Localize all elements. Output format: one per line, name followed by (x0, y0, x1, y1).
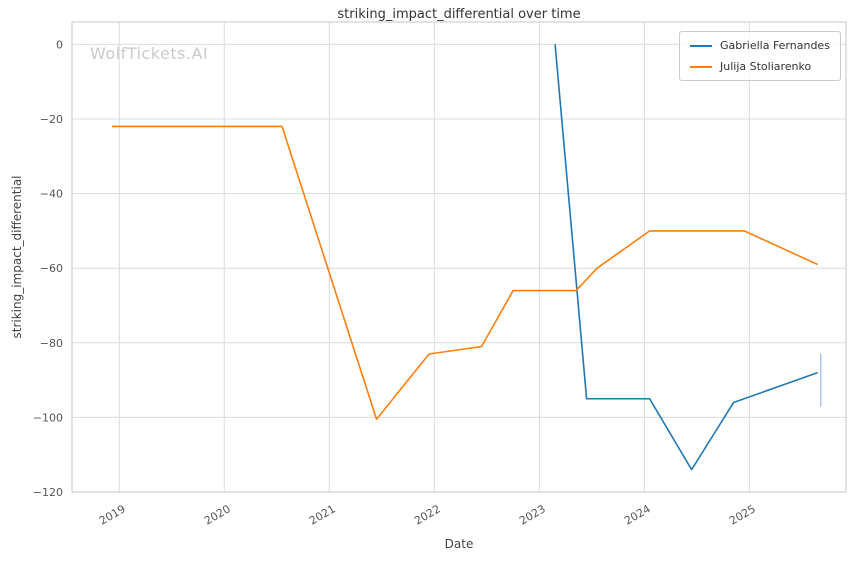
y-tick-label: −40 (40, 188, 63, 201)
legend-item: Gabriella Fernandes (690, 39, 830, 52)
legend: Gabriella Fernandes Julija Stoliarenko (679, 31, 841, 81)
y-tick-label: −60 (40, 262, 63, 275)
x-tick-label: 2020 (202, 502, 233, 527)
x-tick-label: 2019 (97, 502, 128, 527)
series-line-0 (554, 44, 818, 471)
x-tick-label: 2022 (412, 502, 443, 527)
legend-label: Julija Stoliarenko (720, 60, 812, 73)
plot-border (71, 21, 847, 493)
legend-line-swatch-blue (690, 44, 712, 47)
x-tick-label: 2025 (727, 502, 758, 527)
x-tick-label: 2024 (622, 502, 653, 527)
chart-title: striking_impact_differential over time (337, 7, 581, 22)
y-tick-label: −120 (33, 486, 63, 499)
legend-label: Gabriella Fernandes (720, 39, 830, 52)
legend-line-swatch-orange (690, 65, 712, 68)
y-tick-label: −80 (40, 337, 63, 350)
x-axis-label: Date (444, 537, 474, 551)
x-tick-label: 2021 (307, 502, 338, 527)
y-tick-label: −20 (40, 113, 63, 126)
legend-item: Julija Stoliarenko (690, 60, 830, 73)
y-tick-label: 0 (56, 38, 63, 51)
y-tick-label: −100 (33, 411, 63, 424)
x-tick-label: 2023 (517, 502, 548, 527)
series-line-1 (111, 125, 818, 421)
y-axis-label: striking_impact_differential (10, 175, 24, 339)
